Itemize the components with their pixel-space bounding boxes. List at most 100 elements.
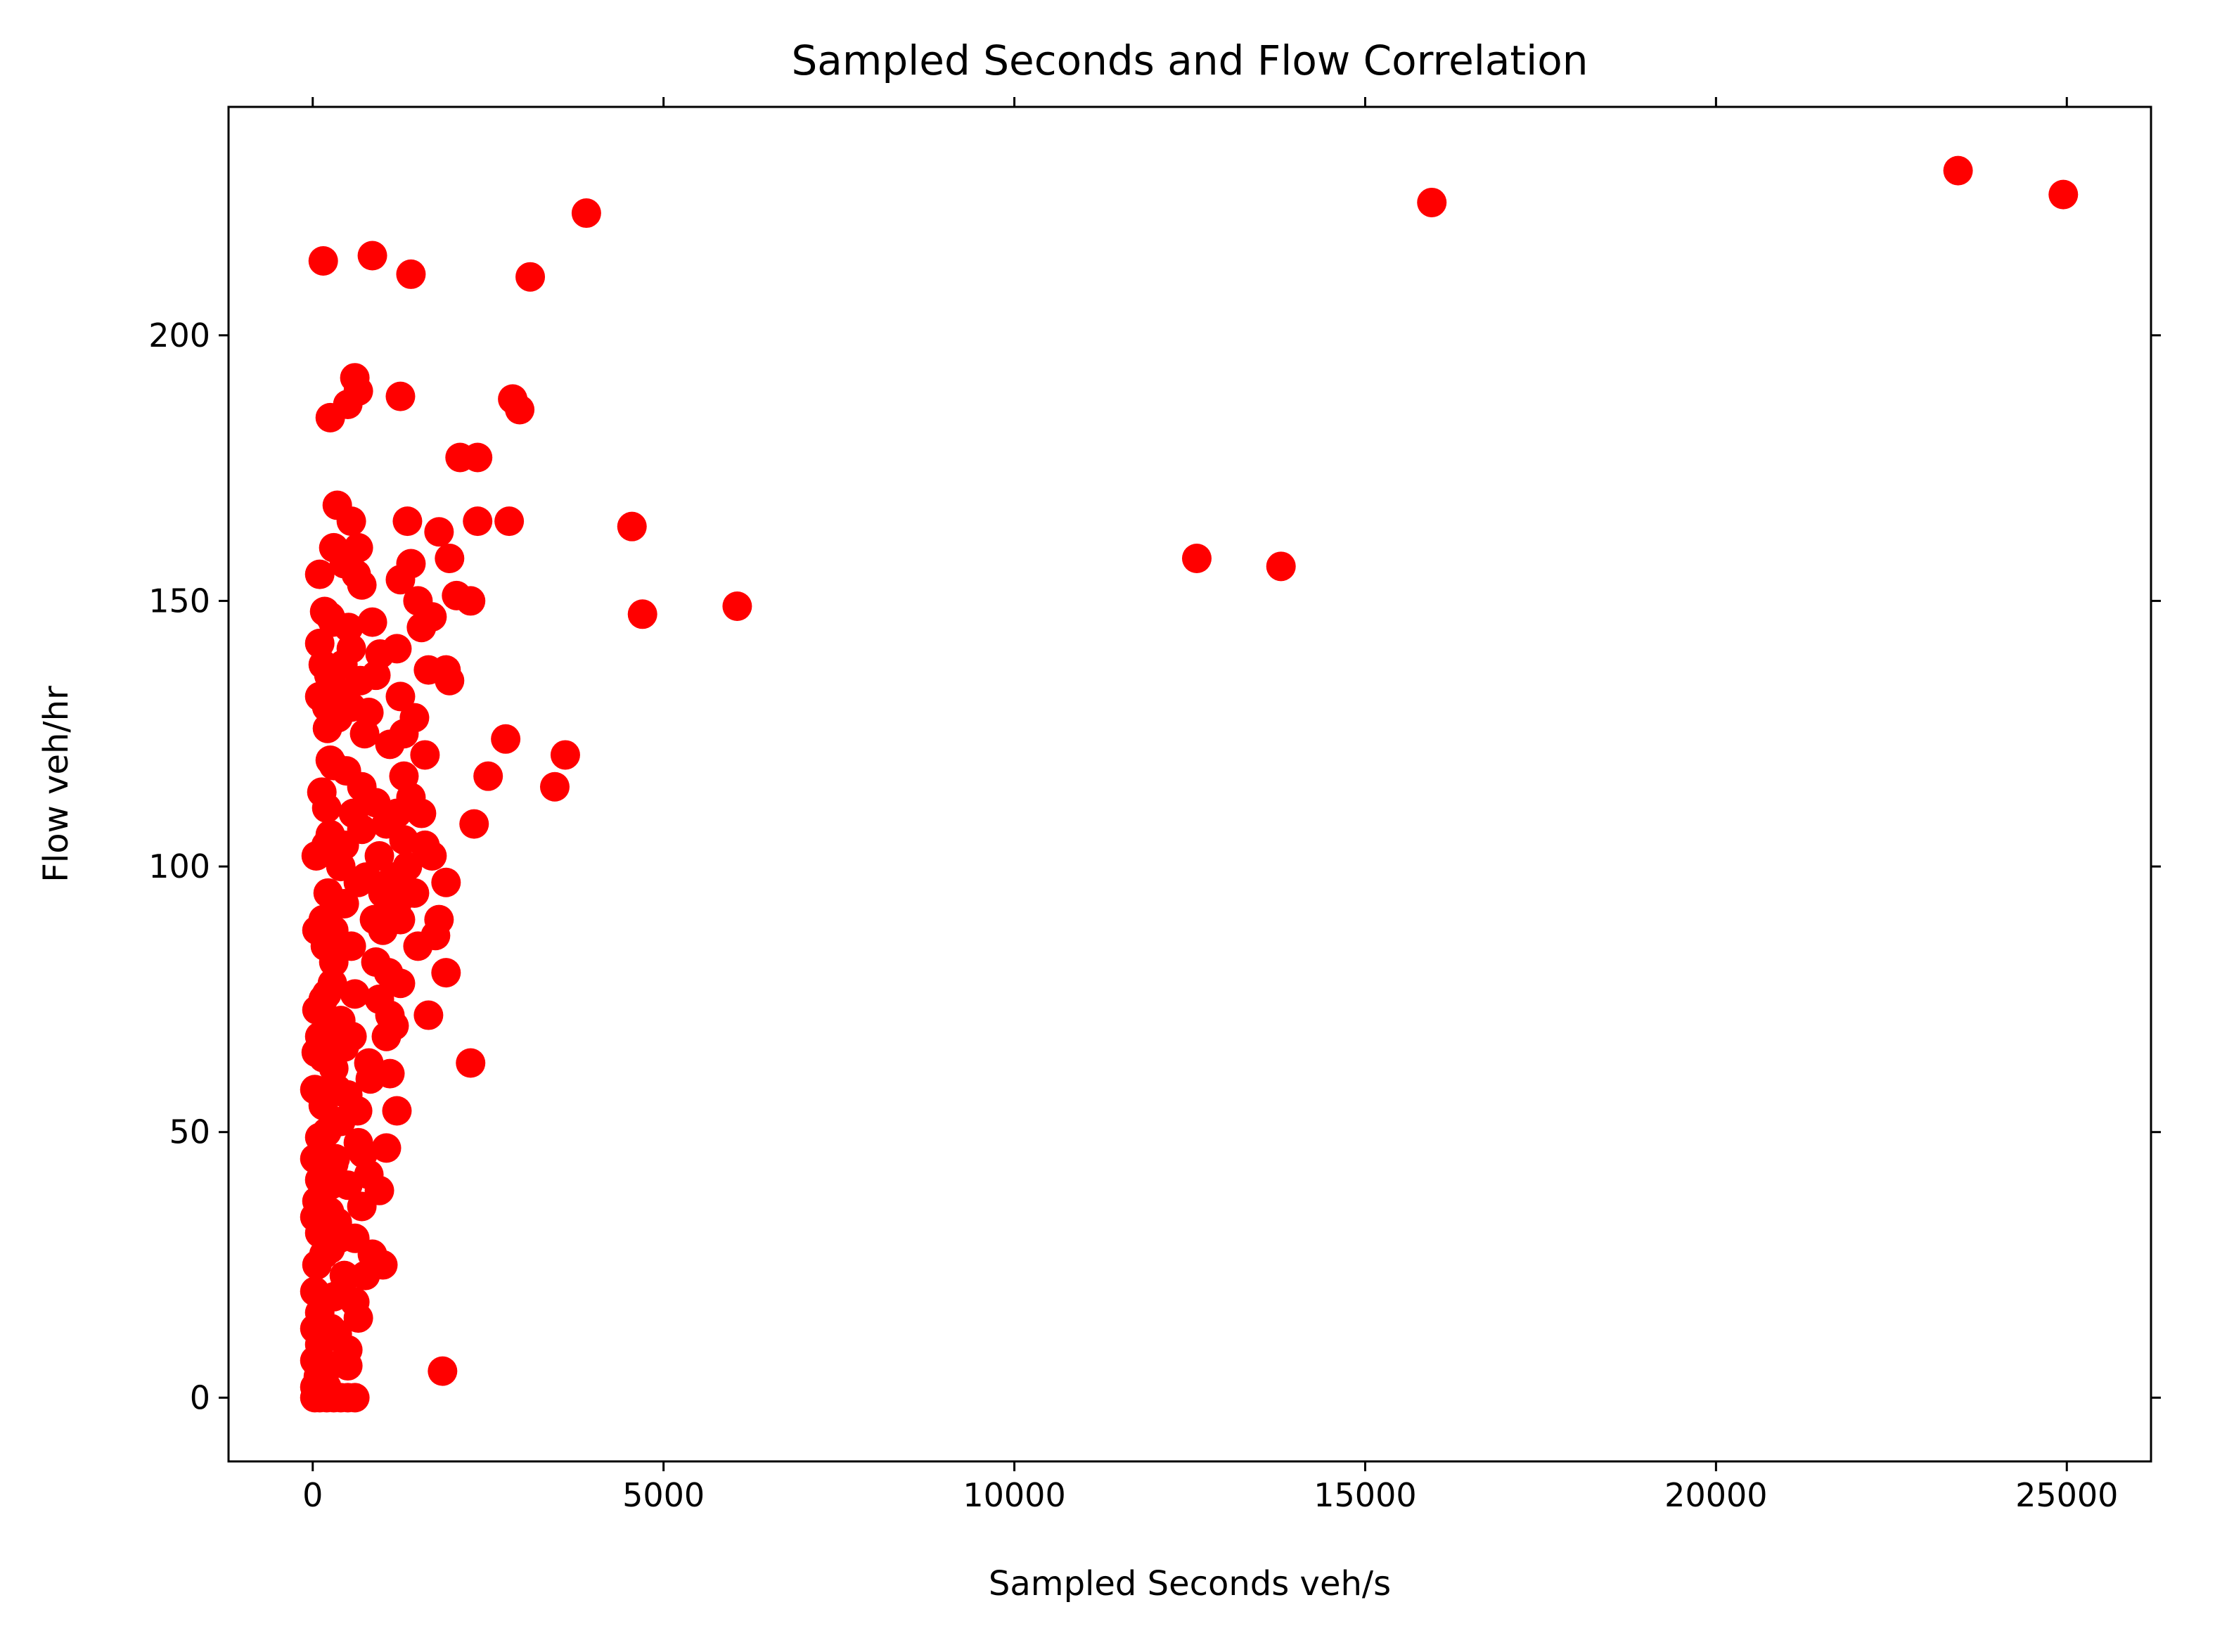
data-point bbox=[314, 660, 344, 691]
x-tick-label: 20000 bbox=[1664, 1476, 1767, 1514]
data-point bbox=[1943, 155, 1973, 186]
data-point bbox=[351, 862, 381, 892]
y-tick-label: 150 bbox=[148, 582, 210, 620]
data-point bbox=[347, 1191, 377, 1222]
y-tick-label: 50 bbox=[169, 1113, 210, 1151]
data-point bbox=[403, 931, 433, 961]
data-point bbox=[327, 1276, 357, 1307]
data-point bbox=[317, 968, 347, 999]
data-point bbox=[350, 1260, 380, 1291]
data-point bbox=[331, 756, 361, 786]
data-point bbox=[342, 1096, 373, 1126]
data-point bbox=[385, 904, 416, 935]
y-tick-label: 200 bbox=[148, 316, 210, 354]
data-point bbox=[379, 1011, 409, 1041]
data-point bbox=[357, 607, 387, 637]
data-point bbox=[312, 713, 342, 743]
plot-frame bbox=[227, 105, 2152, 1463]
data-point bbox=[382, 1096, 412, 1126]
data-point bbox=[338, 798, 368, 828]
x-tick-label: 0 bbox=[302, 1476, 323, 1514]
data-point bbox=[310, 931, 340, 961]
data-point bbox=[399, 703, 430, 733]
data-point bbox=[343, 376, 373, 406]
data-point bbox=[1266, 551, 1296, 582]
data-point bbox=[431, 867, 461, 897]
data-point bbox=[355, 1064, 385, 1094]
data-point bbox=[396, 782, 426, 812]
data-point bbox=[396, 259, 426, 289]
data-point bbox=[320, 1144, 350, 1174]
x-tick-label: 5000 bbox=[622, 1476, 705, 1514]
data-point bbox=[364, 840, 394, 871]
data-point bbox=[337, 1021, 367, 1051]
data-point bbox=[428, 1356, 458, 1386]
data-point bbox=[1417, 187, 1447, 217]
x-tick-label: 10000 bbox=[963, 1476, 1065, 1514]
data-point bbox=[494, 506, 525, 537]
data-point bbox=[473, 761, 503, 791]
data-point bbox=[385, 565, 416, 595]
data-point bbox=[371, 809, 402, 839]
data-point bbox=[617, 511, 647, 542]
data-point bbox=[392, 506, 423, 537]
data-point bbox=[2048, 179, 2079, 210]
data-point bbox=[309, 596, 340, 627]
data-point bbox=[385, 681, 416, 712]
data-point bbox=[333, 1351, 363, 1381]
x-tick-label: 25000 bbox=[2015, 1476, 2118, 1514]
y-tick-label: 100 bbox=[148, 847, 210, 885]
data-point bbox=[304, 559, 335, 589]
data-point bbox=[359, 904, 390, 935]
data-point bbox=[406, 613, 437, 643]
data-point bbox=[456, 586, 486, 616]
data-point bbox=[385, 381, 416, 411]
data-point bbox=[365, 639, 395, 669]
data-point bbox=[313, 878, 343, 908]
ticks-layer: 0 5000 10000 15000 20000 25000 0 50 100 150 200 bbox=[148, 97, 2161, 1514]
data-point bbox=[435, 665, 465, 696]
points-layer bbox=[300, 155, 2079, 1413]
data-point bbox=[349, 719, 380, 749]
data-point bbox=[722, 591, 752, 621]
data-point bbox=[308, 1042, 338, 1072]
data-point bbox=[336, 506, 366, 537]
y-tick-label: 0 bbox=[190, 1378, 210, 1416]
data-point bbox=[371, 1133, 402, 1163]
data-point bbox=[417, 840, 447, 871]
data-point bbox=[515, 262, 546, 292]
data-point bbox=[491, 724, 521, 754]
data-point bbox=[431, 958, 461, 988]
data-point bbox=[463, 506, 493, 537]
data-point bbox=[627, 599, 657, 629]
x-axis-title: Sampled Seconds veh/s bbox=[989, 1564, 1391, 1603]
data-point bbox=[550, 740, 580, 770]
x-tick-label: 15000 bbox=[1314, 1476, 1416, 1514]
data-point bbox=[315, 1170, 345, 1200]
data-point bbox=[459, 809, 489, 839]
data-point bbox=[348, 1138, 378, 1168]
data-point bbox=[307, 777, 337, 807]
data-point bbox=[505, 395, 535, 425]
data-point bbox=[340, 1383, 370, 1413]
data-point bbox=[1181, 544, 1212, 573]
data-point bbox=[311, 830, 341, 860]
data-point bbox=[424, 517, 454, 547]
data-point bbox=[314, 1197, 345, 1227]
data-point bbox=[463, 442, 493, 473]
data-point bbox=[357, 241, 387, 271]
chart-title: Sampled Seconds and Flow Correlation bbox=[791, 37, 1588, 84]
data-point bbox=[316, 1314, 346, 1344]
data-point bbox=[309, 1239, 339, 1269]
data-point bbox=[343, 1303, 373, 1333]
data-point bbox=[399, 878, 430, 908]
data-point bbox=[539, 771, 570, 802]
data-point bbox=[456, 1048, 486, 1078]
data-point bbox=[322, 1075, 352, 1105]
data-point bbox=[413, 1000, 444, 1030]
data-point bbox=[373, 958, 404, 988]
data-point bbox=[312, 1117, 342, 1147]
data-point bbox=[571, 198, 601, 229]
y-axis-title: Flow veh/hr bbox=[37, 686, 76, 883]
